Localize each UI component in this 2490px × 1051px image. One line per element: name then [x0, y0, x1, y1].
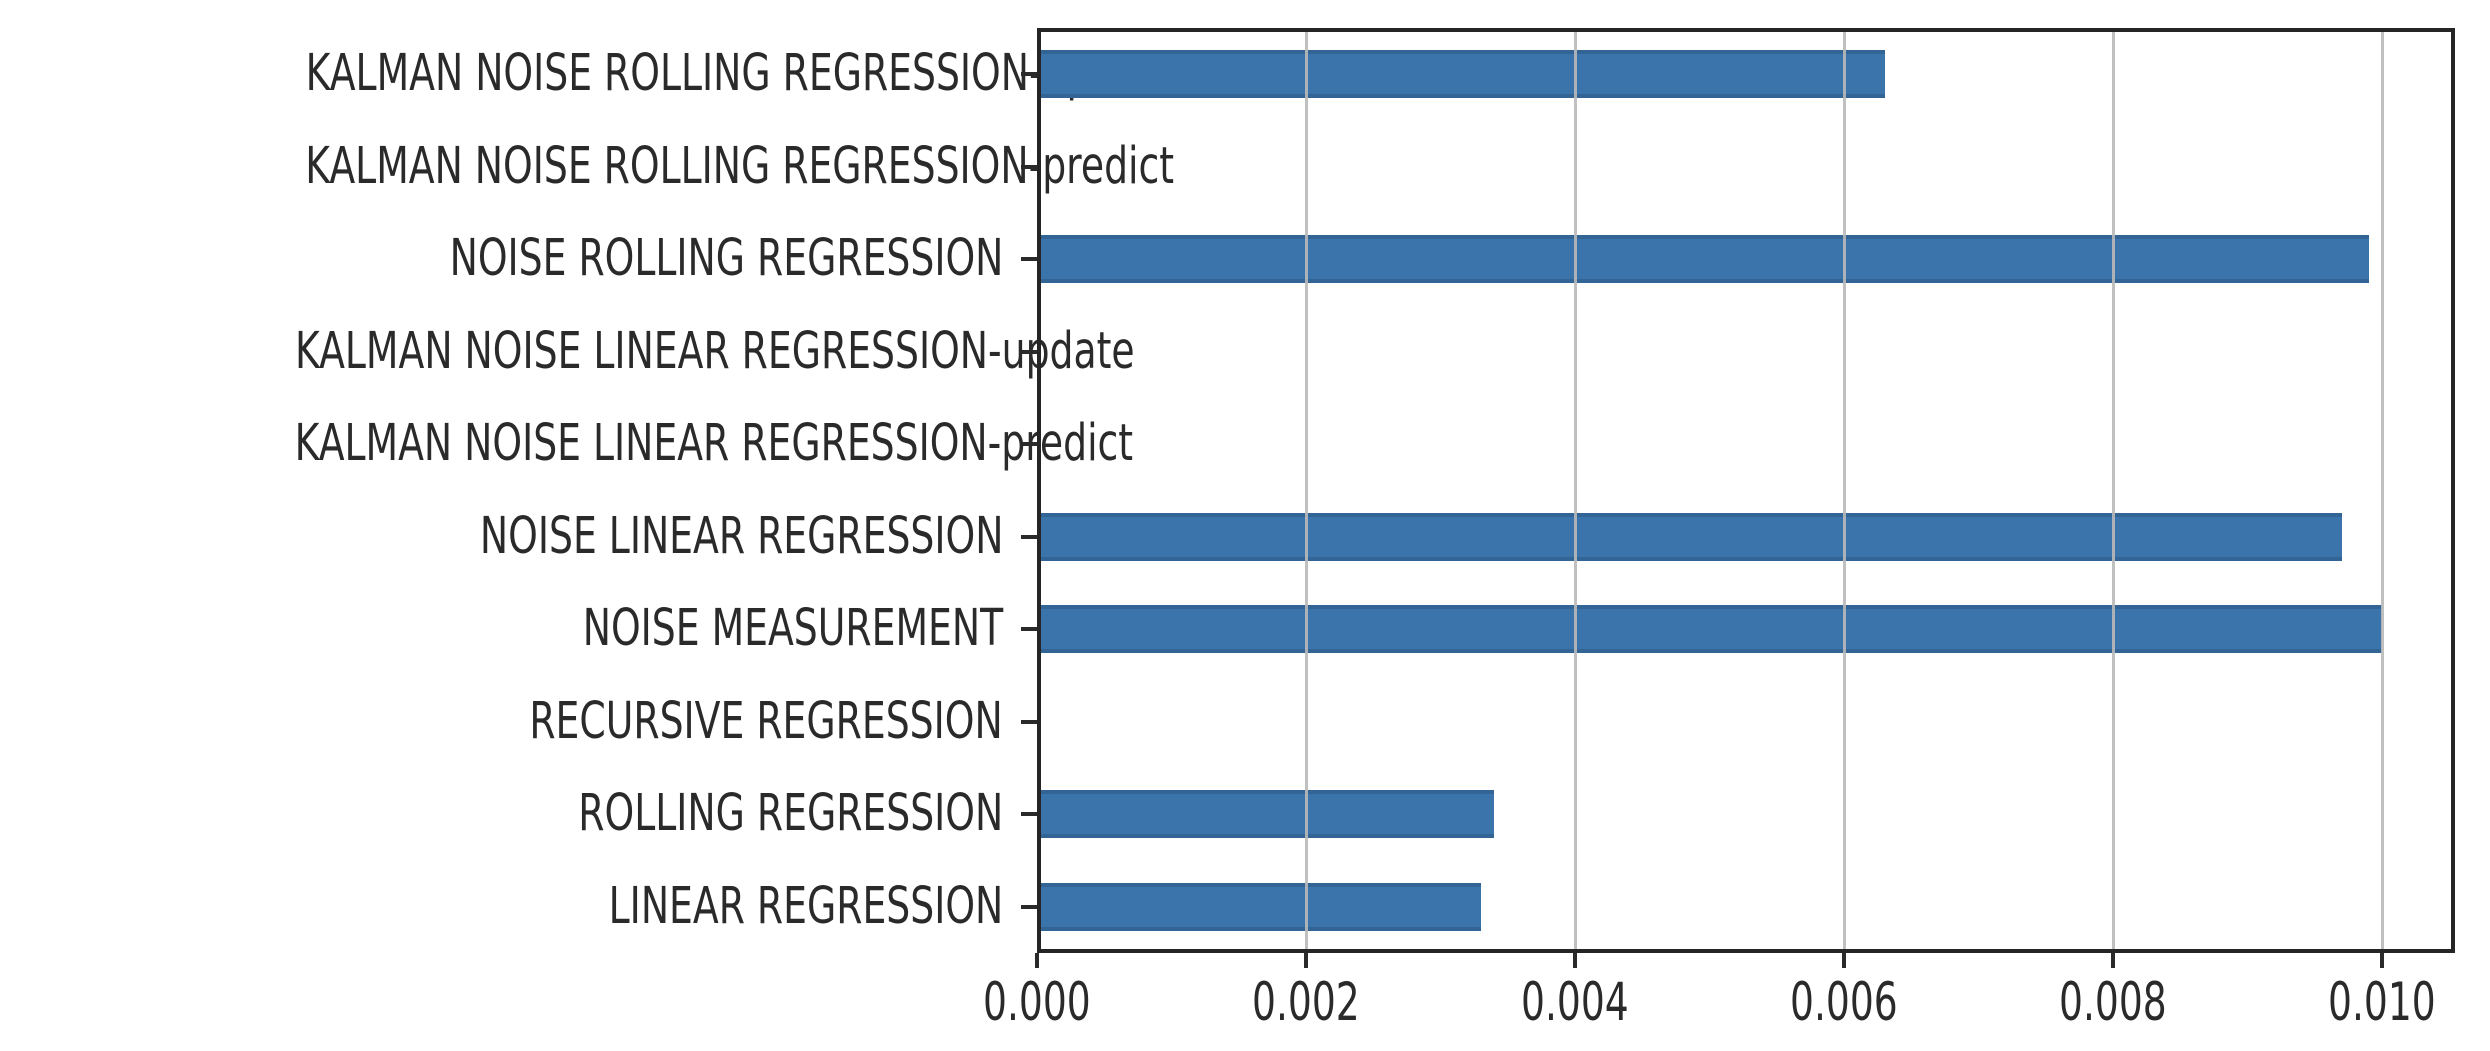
- y-tick-label-text: KALMAN NOISE LINEAR REGRESSION-update: [295, 322, 1135, 381]
- y-tick-label-text: LINEAR REGRESSION: [608, 877, 1003, 936]
- x-tick-0.006: [1842, 953, 1846, 968]
- gridline-0.008: [2112, 31, 2115, 950]
- y-tick-label-kalman-noise-rolling-regression-update: KALMAN NOISE ROLLING REGRESSION-update: [0, 42, 1176, 106]
- bar-noise-measurement: [1037, 605, 2382, 653]
- x-tick-label-text: 0.000: [983, 972, 1091, 1033]
- y-tick-label-text: KALMAN NOISE LINEAR REGRESSION-predict: [294, 414, 1134, 473]
- y-tick-label-rolling-regression: ROLLING REGRESSION: [0, 782, 1003, 846]
- bar-rolling-regression: [1037, 790, 1494, 838]
- x-tick-label-text: 0.008: [2059, 972, 2167, 1033]
- y-tick-label-noise-measurement: NOISE MEASUREMENT: [0, 597, 1003, 661]
- gridline-0.010: [2381, 31, 2384, 950]
- x-tick-0.004: [1573, 953, 1577, 968]
- y-tick-label-noise-rolling-regression: NOISE ROLLING REGRESSION: [0, 227, 1003, 291]
- y-tick-noise-linear-regression: [1021, 535, 1037, 539]
- y-tick-label-recursive-regression: RECURSIVE REGRESSION: [0, 690, 1003, 754]
- y-tick-noise-rolling-regression: [1021, 257, 1037, 261]
- y-tick-label-linear-regression: LINEAR REGRESSION: [0, 875, 1003, 939]
- y-tick-label-kalman-noise-rolling-regression-predict: KALMAN NOISE ROLLING REGRESSION-predict: [0, 135, 1174, 199]
- y-tick-label-text: NOISE LINEAR REGRESSION: [479, 507, 1003, 566]
- x-tick-label-text: 0.004: [1521, 972, 1629, 1033]
- x-tick-label-0.010: 0.010: [2222, 975, 2490, 1031]
- y-tick-label-text: RECURSIVE REGRESSION: [529, 692, 1003, 751]
- y-tick-kalman-noise-linear-regression-update: [1021, 350, 1037, 354]
- y-tick-linear-regression: [1021, 905, 1037, 909]
- x-tick-label-text: 0.006: [1790, 972, 1898, 1033]
- x-tick-0.008: [2111, 953, 2115, 968]
- x-tick-label-text: 0.002: [1252, 972, 1360, 1033]
- bar-noise-rolling-regression: [1037, 235, 2369, 283]
- x-tick-label-0.008: 0.008: [1953, 975, 2273, 1031]
- y-tick-label-text: NOISE ROLLING REGRESSION: [449, 229, 1003, 288]
- gridline-0.006: [1843, 31, 1846, 950]
- y-tick-noise-measurement: [1021, 627, 1037, 631]
- y-tick-label-text: ROLLING REGRESSION: [578, 784, 1003, 843]
- y-tick-kalman-noise-rolling-regression-update: [1021, 72, 1037, 76]
- bar-kalman-noise-rolling-regression-update: [1037, 50, 1885, 98]
- x-tick-label-text: 0.010: [2328, 972, 2436, 1033]
- y-tick-kalman-noise-rolling-regression-predict: [1021, 165, 1037, 169]
- y-tick-recursive-regression: [1021, 720, 1037, 724]
- bar-noise-linear-regression: [1037, 513, 2342, 561]
- y-tick-rolling-regression: [1021, 812, 1037, 816]
- y-tick-label-noise-linear-regression: NOISE LINEAR REGRESSION: [0, 505, 1003, 569]
- y-tick-label-text: NOISE MEASUREMENT: [582, 599, 1003, 658]
- y-tick-label-text: KALMAN NOISE ROLLING REGRESSION-predict: [305, 137, 1175, 196]
- y-tick-kalman-noise-linear-regression-predict: [1021, 442, 1037, 446]
- x-tick-0.010: [2380, 953, 2384, 968]
- gridline-0.004: [1574, 31, 1577, 950]
- x-tick-0.002: [1304, 953, 1308, 968]
- x-tick-0.000: [1035, 953, 1039, 968]
- bar-linear-regression: [1037, 883, 1481, 931]
- x-tick-label-0.002: 0.002: [1146, 975, 1466, 1031]
- x-tick-label-0.000: 0.000: [877, 975, 1197, 1031]
- y-tick-label-kalman-noise-linear-regression-update: KALMAN NOISE LINEAR REGRESSION-update: [0, 320, 1135, 384]
- y-tick-label-kalman-noise-linear-regression-predict: KALMAN NOISE LINEAR REGRESSION-predict: [0, 412, 1134, 476]
- x-tick-label-0.006: 0.006: [1684, 975, 2004, 1031]
- x-tick-label-0.004: 0.004: [1415, 975, 1735, 1031]
- gridline-0.002: [1305, 31, 1308, 950]
